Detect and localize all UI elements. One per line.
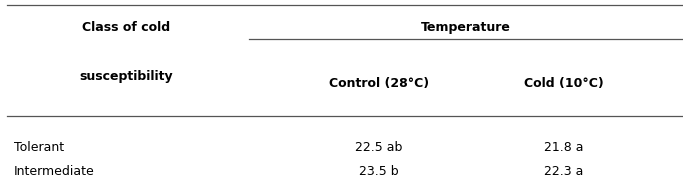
Text: Temperature: Temperature [421, 21, 510, 34]
Text: 23.5 b: 23.5 b [359, 165, 399, 176]
Text: Cold (10°C): Cold (10°C) [524, 77, 603, 90]
Text: susceptibility: susceptibility [79, 70, 173, 83]
Text: Intermediate: Intermediate [14, 165, 94, 176]
Text: 22.5 ab: 22.5 ab [355, 141, 403, 154]
Text: 22.3 a: 22.3 a [544, 165, 583, 176]
Text: Control (28°C): Control (28°C) [329, 77, 429, 90]
Text: Tolerant: Tolerant [14, 141, 64, 154]
Text: Class of cold: Class of cold [82, 21, 171, 34]
Text: 21.8 a: 21.8 a [544, 141, 583, 154]
